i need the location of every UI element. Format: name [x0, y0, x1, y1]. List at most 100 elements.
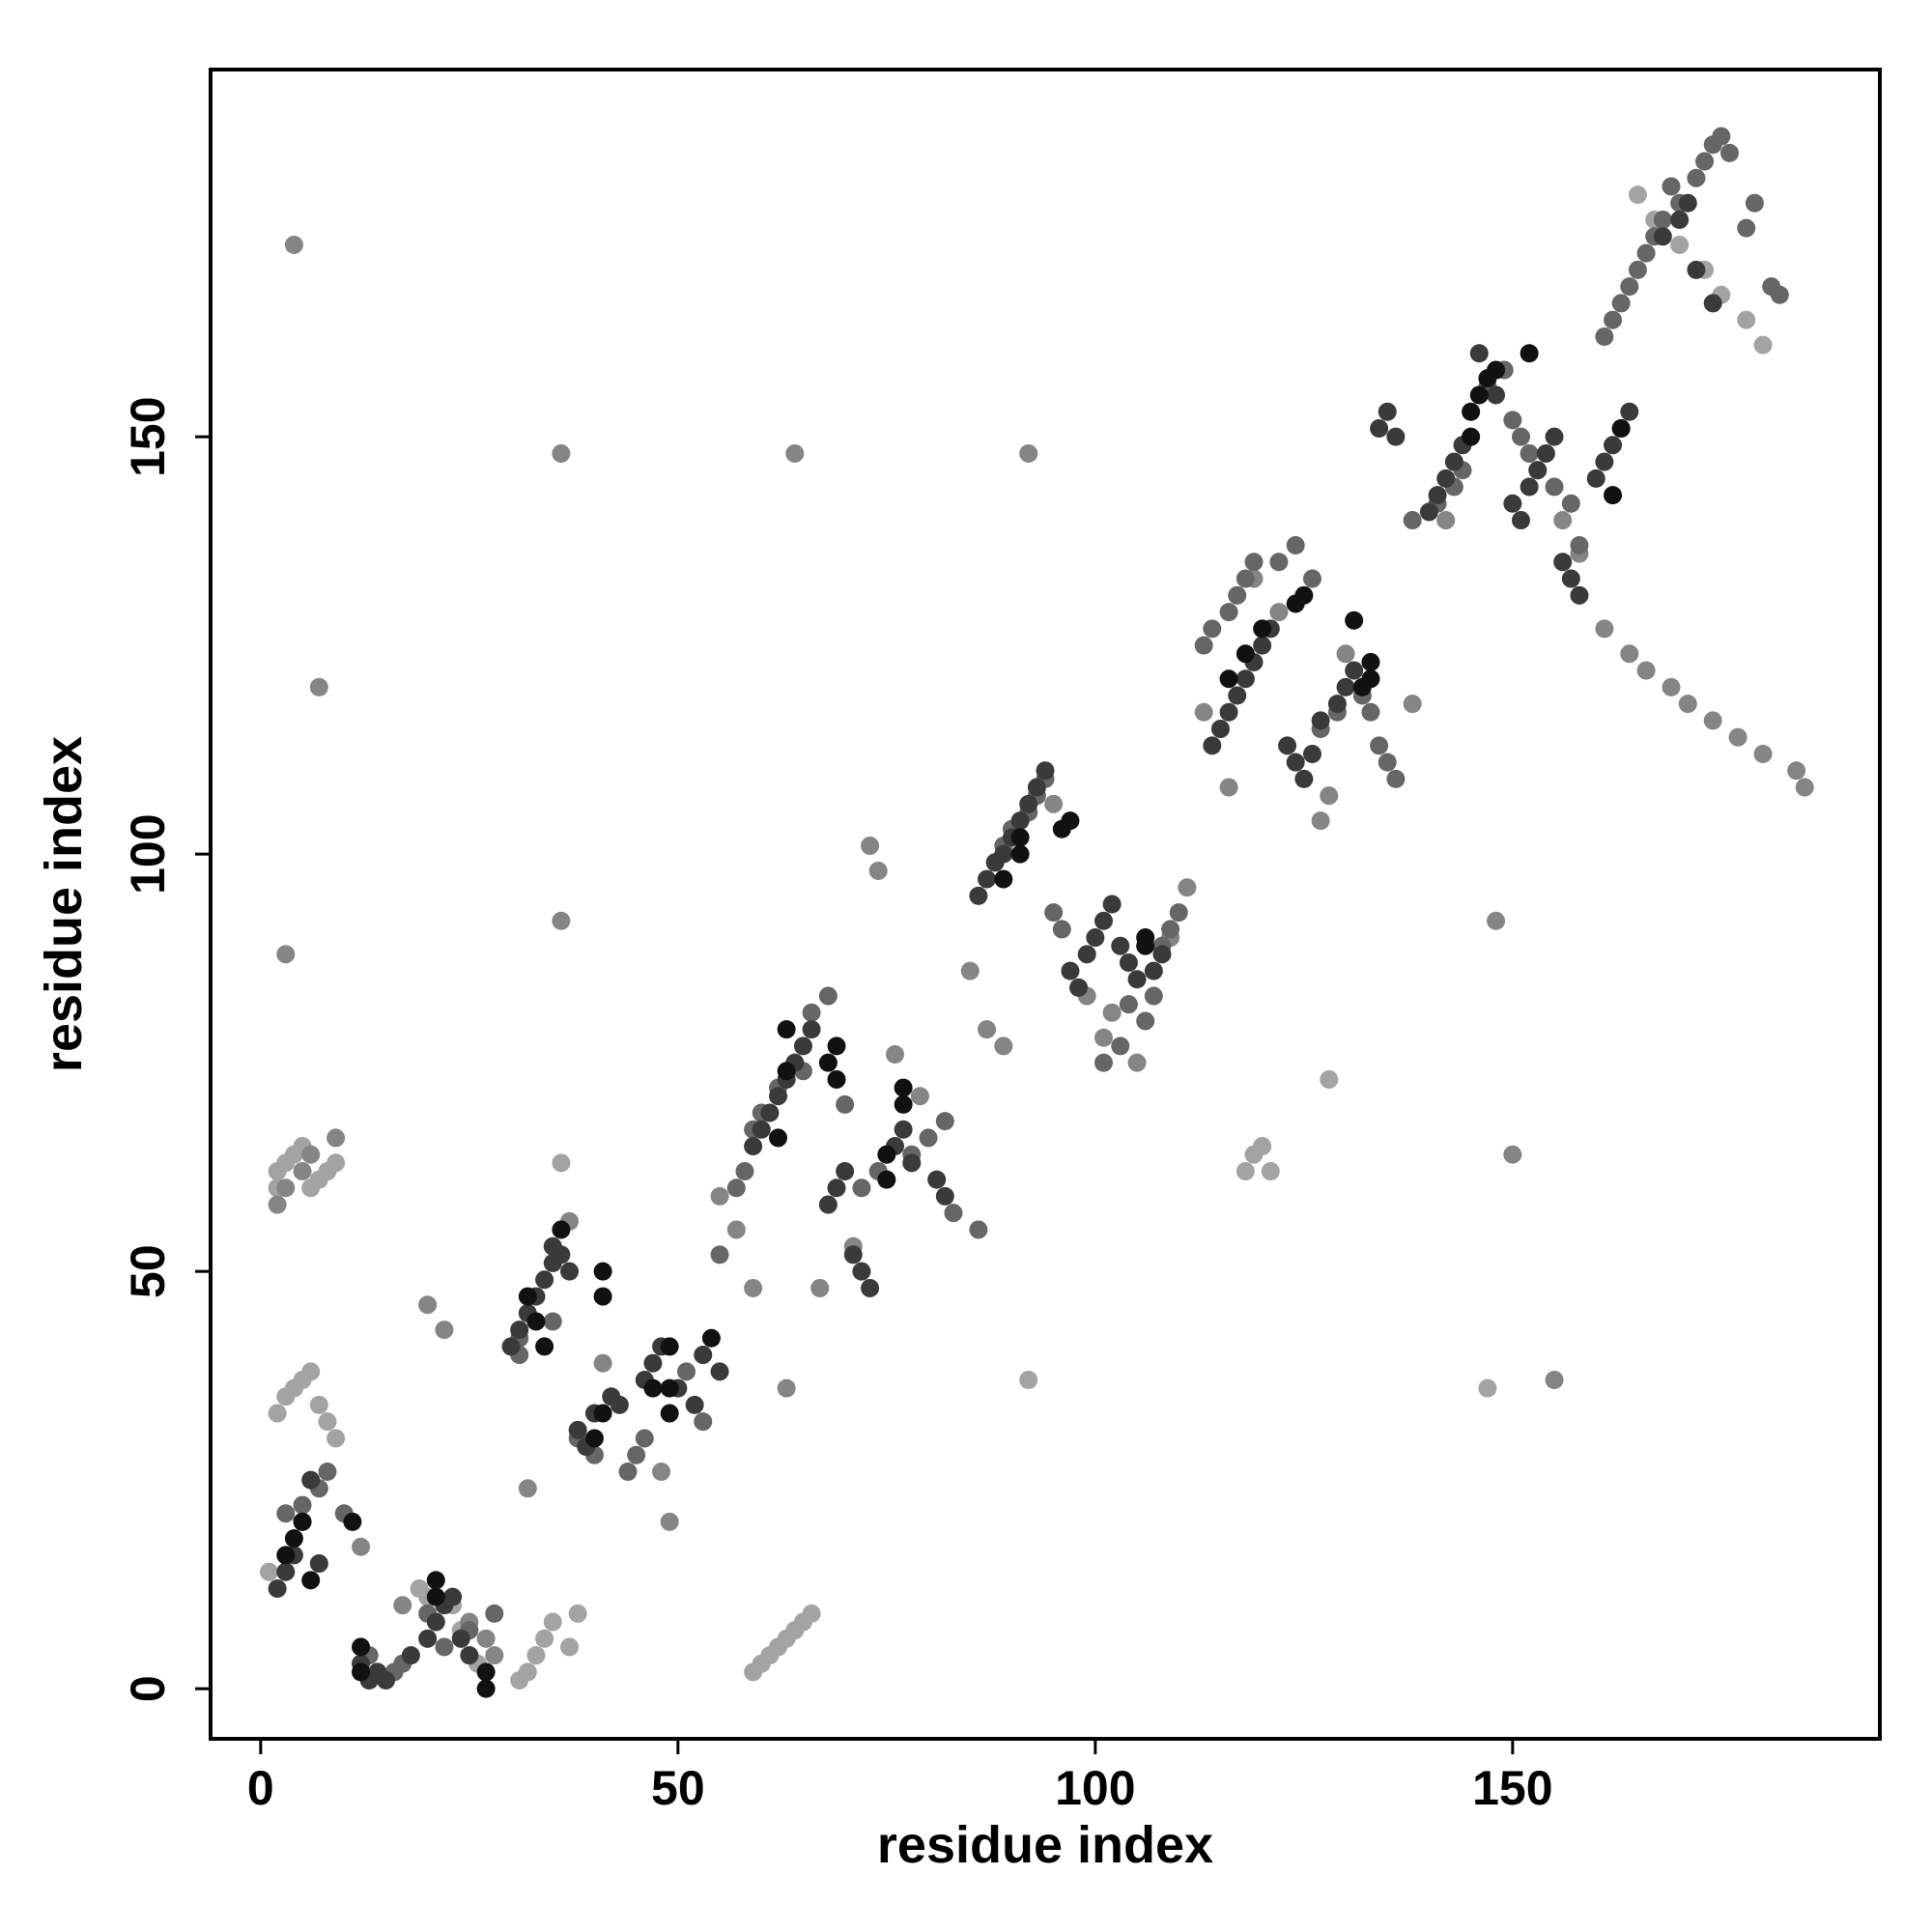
contact-point — [1520, 344, 1539, 363]
contact-point — [1119, 995, 1138, 1014]
contact-point — [877, 1145, 896, 1164]
contact-point — [476, 1679, 496, 1698]
contact-point — [1294, 585, 1314, 605]
contact-point — [552, 443, 571, 463]
contact-point — [1678, 193, 1697, 213]
contact-point — [1386, 769, 1406, 788]
contact-point — [643, 1353, 663, 1373]
contact-point — [1604, 310, 1623, 329]
contact-point — [1302, 569, 1321, 588]
contact-point — [309, 1395, 328, 1414]
contact-point — [1203, 736, 1222, 755]
contact-point — [1061, 961, 1080, 980]
contact-point — [1094, 911, 1113, 930]
contact-point — [593, 1287, 612, 1306]
contact-point — [969, 886, 988, 905]
contact-point — [327, 1429, 346, 1448]
contact-point — [552, 1153, 571, 1173]
contact-point — [1361, 652, 1380, 671]
contact-point — [568, 1604, 587, 1623]
contact-point — [1236, 669, 1255, 689]
contact-point — [376, 1671, 395, 1690]
contact-point — [685, 1395, 704, 1414]
contact-point — [1620, 277, 1639, 297]
contact-point — [526, 1312, 546, 1331]
contact-point — [393, 1596, 412, 1615]
contact-point — [1662, 177, 1681, 196]
contact-point — [276, 1562, 296, 1581]
contact-point — [1019, 794, 1038, 813]
contact-point — [1169, 903, 1188, 923]
contact-point — [593, 1404, 612, 1423]
y-axis: 0 50 100 150 — [121, 396, 211, 1702]
contact-point — [827, 1179, 846, 1198]
contact-point — [1687, 260, 1706, 279]
contact-point — [710, 1245, 729, 1264]
contact-point — [284, 235, 303, 254]
contact-point — [309, 1554, 328, 1574]
contact-point — [1545, 477, 1564, 497]
contact-point — [994, 1037, 1013, 1056]
plot-frame — [209, 68, 1882, 1741]
contact-point — [1636, 243, 1656, 263]
contact-point — [1294, 769, 1314, 788]
contact-point — [1320, 786, 1339, 806]
contact-point — [1311, 711, 1330, 730]
contact-point — [443, 1587, 463, 1606]
contact-point — [1719, 143, 1739, 162]
contact-point — [1019, 443, 1038, 463]
contact-point — [535, 1270, 554, 1290]
contact-point — [1178, 878, 1197, 897]
contact-point — [1436, 469, 1456, 488]
contact-point — [1687, 168, 1706, 187]
contact-point — [1487, 385, 1506, 405]
contact-point — [1737, 218, 1756, 238]
contact-point — [318, 1412, 337, 1432]
contact-point — [1219, 702, 1238, 722]
contact-point — [1520, 477, 1539, 497]
contact-point — [435, 1321, 454, 1340]
contact-point — [552, 1220, 571, 1239]
contact-point — [1728, 727, 1747, 747]
contact-point — [960, 961, 980, 980]
contact-point — [1795, 778, 1814, 797]
contact-point — [701, 1328, 721, 1348]
y-axis-title: residue index — [35, 736, 93, 1072]
contact-point — [1127, 970, 1147, 989]
contact-point — [852, 1179, 871, 1198]
contact-point — [744, 1137, 763, 1156]
contact-point — [1770, 285, 1789, 304]
contact-point — [1595, 452, 1614, 471]
contact-point — [885, 1045, 904, 1065]
contact-point — [802, 1604, 821, 1623]
contact-point — [276, 1179, 296, 1198]
contact-point — [1253, 1137, 1272, 1156]
contact-point — [518, 1479, 537, 1498]
contact-point — [1219, 778, 1238, 797]
contact-point — [1044, 794, 1064, 813]
contact-point — [769, 1128, 788, 1148]
contact-point — [726, 1179, 746, 1198]
contact-point — [744, 1278, 763, 1297]
contact-point — [1561, 569, 1580, 588]
contact-point — [1236, 644, 1255, 664]
contact-point — [852, 1262, 871, 1281]
contact-point — [435, 1637, 454, 1657]
contact-point — [543, 1612, 562, 1632]
contact-point — [1487, 911, 1506, 930]
contact-point — [1111, 936, 1130, 955]
x-axis: 0 50 100 150 — [247, 1739, 1553, 1815]
contact-point — [1094, 1053, 1113, 1072]
contact-point — [836, 1161, 855, 1180]
contact-point — [710, 1186, 729, 1206]
contact-point — [894, 1078, 913, 1097]
contact-point — [1737, 310, 1756, 329]
contact-point — [818, 1053, 838, 1072]
contact-point — [1302, 744, 1321, 763]
contact-point — [760, 1103, 780, 1122]
contact-point — [818, 986, 838, 1006]
contact-point — [293, 1495, 312, 1515]
x-tick-label: 50 — [651, 1761, 705, 1815]
contact-point — [868, 861, 888, 880]
contact-point — [1469, 344, 1489, 363]
